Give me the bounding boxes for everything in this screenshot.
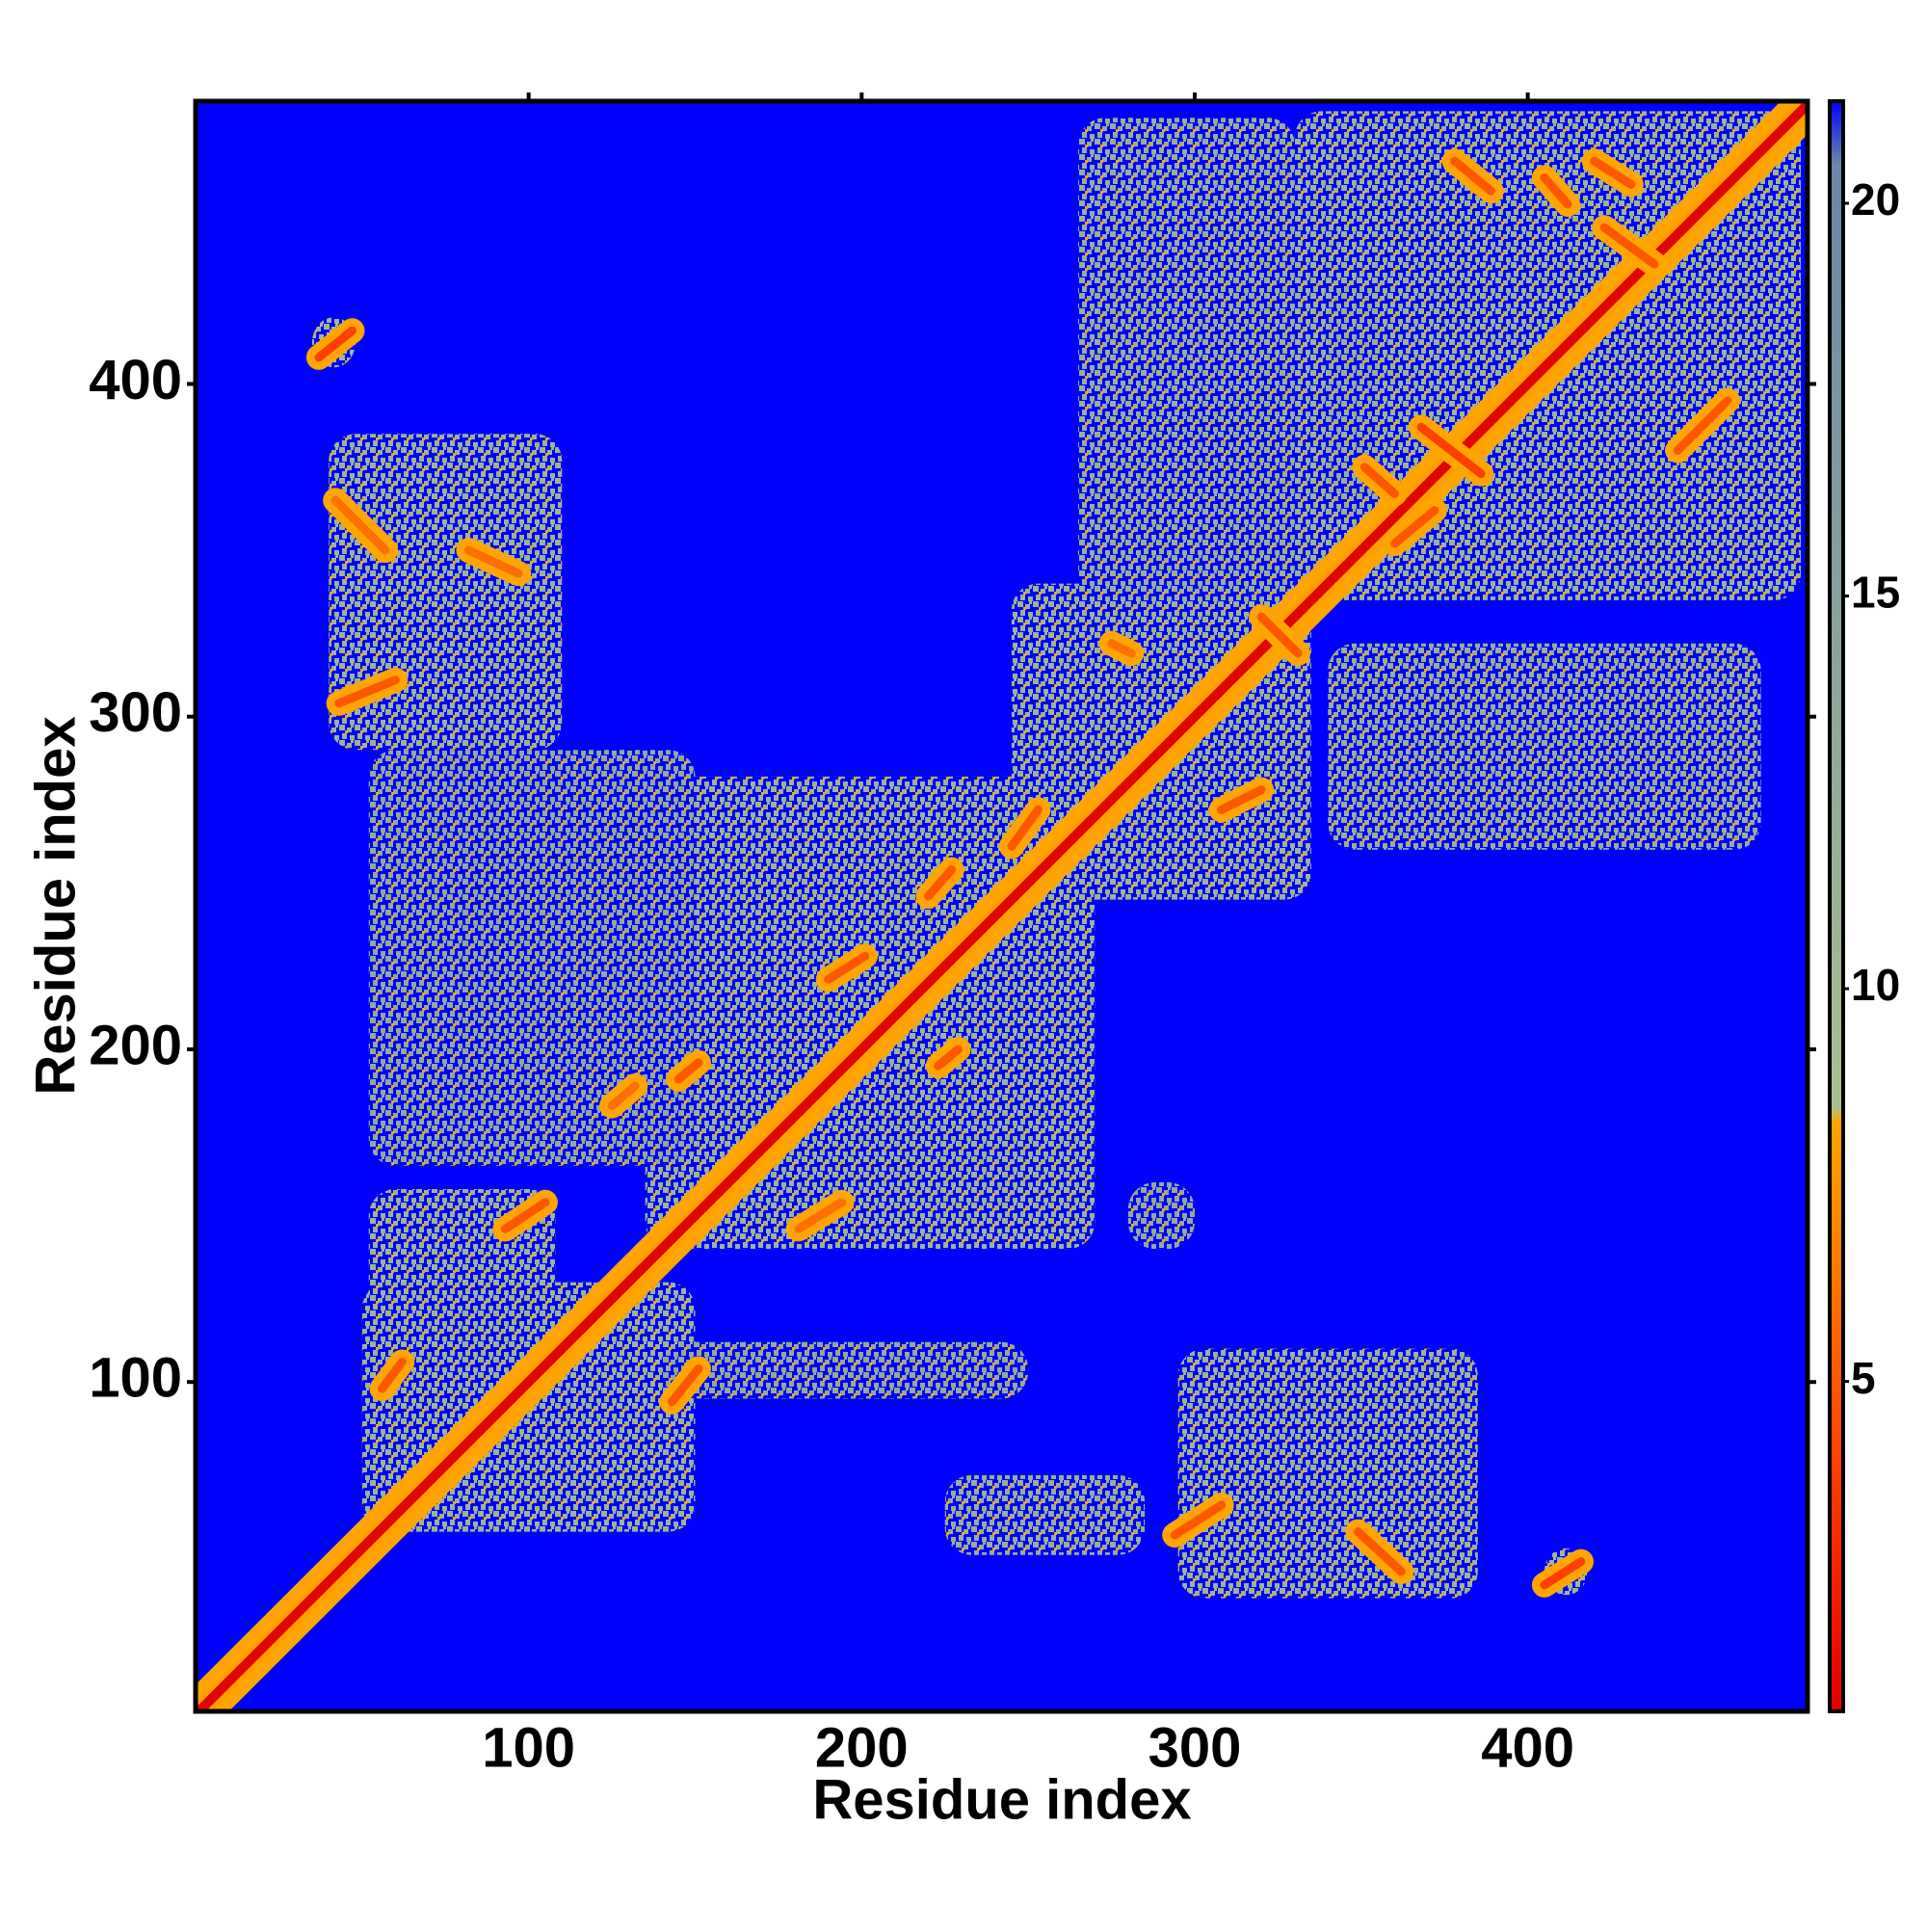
contact-strand	[1599, 223, 1659, 269]
plot-area	[196, 101, 1808, 1711]
colorbar-tick-label: 5	[1851, 1353, 1876, 1403]
contact-strand	[934, 1045, 964, 1071]
contact-strand	[500, 1198, 550, 1233]
contact-strand	[1590, 156, 1636, 189]
contact-patch	[368, 750, 696, 1166]
colorbar-tick-label: 20	[1851, 174, 1900, 225]
y-tick-label: 200	[89, 1014, 182, 1076]
contact-patch	[1177, 1348, 1478, 1599]
y-tick-label: 100	[89, 1347, 182, 1410]
diagonal	[196, 101, 1808, 1711]
contact-patch	[1078, 118, 1295, 600]
y-axis-label: Residue index	[24, 716, 87, 1095]
contact-strand	[667, 1363, 703, 1407]
contact-strand	[463, 545, 523, 578]
contact-strand	[1416, 422, 1486, 479]
contact-strand	[1256, 612, 1303, 658]
contact-strand	[314, 326, 356, 362]
contact-strand	[607, 1081, 640, 1111]
contact-strand	[1007, 805, 1043, 851]
contact-patch	[1127, 1182, 1195, 1250]
contact-strand	[330, 495, 390, 555]
colorbar	[1828, 99, 1845, 1713]
contact-patch	[661, 1341, 1029, 1399]
contact-patch	[1328, 643, 1761, 850]
contact-strand	[1353, 1527, 1406, 1576]
contact-strand	[378, 1357, 407, 1393]
y-tick-label: 300	[89, 681, 182, 744]
contact-strand	[1217, 785, 1266, 814]
plot-frame	[193, 98, 1810, 1714]
x-tick-label: 300	[1148, 1716, 1242, 1779]
contact-strand	[1673, 396, 1732, 456]
contact-strand	[1107, 639, 1136, 658]
contact-strand	[1389, 506, 1439, 548]
contact-strand	[1450, 156, 1496, 196]
contact-strand	[1359, 463, 1399, 498]
contact-strand	[824, 951, 870, 984]
x-axis-label: Residue index	[812, 1768, 1191, 1831]
contact-strand	[673, 1058, 703, 1084]
x-tick-label: 400	[1481, 1716, 1574, 1779]
colorbar-tick-label: 15	[1851, 568, 1900, 618]
contact-strand	[1540, 172, 1572, 209]
contact-strand	[794, 1198, 847, 1233]
contact-strand	[334, 675, 400, 708]
y-tick-label: 400	[89, 349, 182, 411]
contact-strand	[1170, 1500, 1227, 1540]
contact-patch	[944, 1474, 1146, 1555]
contact-strand	[1540, 1557, 1586, 1590]
contact-strand	[923, 865, 957, 901]
x-tick-label: 100	[482, 1716, 575, 1779]
x-tick-label: 200	[815, 1716, 909, 1779]
colorbar-tick-label: 10	[1851, 960, 1900, 1010]
